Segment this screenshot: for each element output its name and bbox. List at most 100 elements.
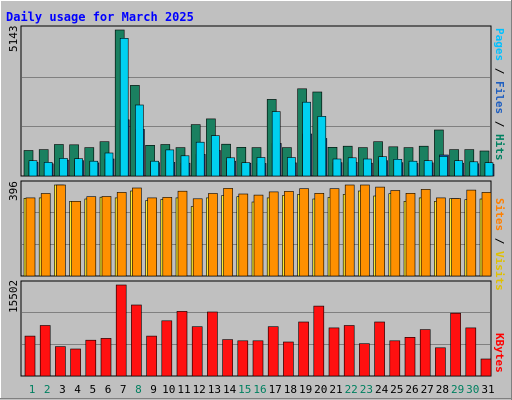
middle-sites-bar: [56, 184, 66, 277]
middle-sites-bar: [451, 198, 461, 277]
x-tick-label: 30: [466, 383, 479, 396]
middle-sites-bar: [405, 193, 416, 277]
x-tick-label: 21: [329, 383, 342, 396]
x-tick-label: 29: [451, 383, 464, 396]
x-tick-label: 13: [208, 383, 221, 396]
bottom-kbytes-bar: [283, 341, 294, 377]
top-pages-bar: [59, 158, 68, 177]
top-pages-bar: [180, 155, 190, 177]
bottom-kbytes-bar: [176, 311, 188, 377]
bottom-axis-max-label: 15502: [7, 280, 20, 313]
middle-sites-bar: [86, 196, 97, 277]
x-tick-label: 2: [44, 383, 51, 396]
top-pages-bar: [363, 158, 372, 177]
top-pages-bar: [271, 111, 281, 177]
x-tick-label: 31: [481, 383, 494, 396]
x-axis-labels: 1 2 3 4 5 6 7 8 9 10 11 12 13 14 15 16 17 18 19 20 21 22 23 24 2…: [29, 383, 495, 396]
middle-sites-bar: [132, 187, 142, 277]
x-tick-label: 3: [59, 383, 66, 396]
bottom-kbytes-bar: [146, 335, 157, 377]
bottom-kbytes-bar: [131, 304, 142, 377]
middle-sites-bar: [162, 197, 173, 277]
middle-sites-bar: [314, 193, 325, 277]
bottom-kbytes-bar: [389, 340, 401, 377]
middle-sites-bar: [147, 197, 157, 277]
bottom-kbytes-bar: [70, 348, 81, 377]
top-pages-bar: [226, 157, 235, 177]
x-tick-label: 19: [299, 383, 312, 396]
bottom-kbytes-bar: [343, 325, 355, 377]
top-pages-bar: [287, 157, 296, 177]
middle-sites-bar: [116, 192, 127, 277]
bottom-kbytes-bar: [465, 327, 477, 377]
middle-sites-bar: [223, 188, 233, 277]
top-pages-bar: [393, 159, 403, 177]
x-tick-label: 15: [238, 383, 251, 396]
top-pages-bar: [74, 158, 83, 177]
legend-pages: Pages: [493, 28, 506, 61]
top-pages-bar: [28, 160, 38, 177]
bottom-kbytes-bar: [374, 321, 385, 377]
middle-sites-bar: [299, 188, 309, 277]
x-tick-label: 6: [105, 383, 112, 396]
top-pages-bar: [423, 160, 433, 177]
chart-title: Daily usage for March 2025: [6, 10, 194, 24]
middle-sites-bar: [192, 198, 203, 277]
top-pages-bar: [43, 162, 53, 177]
bottom-kbytes-bar: [55, 346, 66, 377]
x-tick-label: 14: [223, 383, 237, 396]
top-pages-bar: [211, 135, 220, 177]
middle-sites-bar: [238, 193, 249, 277]
top-pages-bar: [347, 157, 357, 177]
x-tick-label: 24: [375, 383, 389, 396]
top-pages-bar: [89, 160, 99, 177]
x-tick-label: 28: [436, 383, 449, 396]
bottom-kbytes-bar: [85, 339, 97, 377]
middle-sites-bar: [360, 184, 370, 277]
bottom-kbytes-bar: [115, 284, 127, 377]
top-pages-bar: [165, 149, 175, 177]
bottom-legend: KBytes: [493, 333, 506, 373]
x-tick-label: 8: [135, 383, 142, 396]
bottom-kbytes-bar: [207, 311, 218, 377]
legend-sep: /: [493, 114, 506, 134]
bottom-kbytes-bar: [191, 326, 203, 377]
top-pages-bar: [241, 162, 251, 177]
x-tick-label: 9: [150, 383, 157, 396]
middle-sites-bar: [253, 194, 264, 277]
bottom-kbytes-bar: [328, 327, 340, 377]
x-tick-label: 22: [345, 383, 358, 396]
middle-sites-bar: [284, 191, 294, 277]
middle-legend: Sites / Visits: [493, 198, 506, 291]
bottom-kbytes-bar: [435, 347, 446, 377]
x-tick-label: 16: [253, 383, 266, 396]
top-legend: Pages / Files / Hits: [493, 28, 506, 161]
middle-sites-bar: [329, 188, 340, 277]
bottom-kbytes-bar: [450, 312, 461, 377]
x-tick-label: 18: [284, 383, 297, 396]
x-tick-label: 12: [193, 383, 206, 396]
bottom-kbytes-bar: [100, 338, 112, 377]
bottom-kbytes-bar: [298, 321, 309, 377]
bottom-kbytes-bar: [161, 320, 173, 377]
bottom-kbytes-bar: [222, 339, 233, 377]
top-hits-bar: [434, 129, 444, 177]
legend-hits: Hits: [493, 134, 506, 161]
bottom-kbytes-bar: [237, 340, 249, 377]
bottom-kbytes-bar: [252, 340, 264, 377]
x-tick-label: 26: [405, 383, 418, 396]
bottom-kbytes-bar: [404, 336, 416, 377]
x-tick-label: 5: [89, 383, 96, 396]
x-tick-label: 11: [177, 383, 190, 396]
middle-sites-bar: [375, 186, 385, 277]
top-pages-bar: [302, 101, 311, 177]
middle-sites-bar: [390, 190, 401, 277]
x-tick-label: 20: [314, 383, 327, 396]
top-hits-bar: [145, 145, 155, 177]
top-pages-bar: [135, 104, 144, 177]
middle-sites-bar: [344, 184, 355, 277]
top-pages-bar: [195, 141, 205, 177]
x-tick-label: 7: [120, 383, 127, 396]
middle-sites-bar: [101, 196, 112, 277]
